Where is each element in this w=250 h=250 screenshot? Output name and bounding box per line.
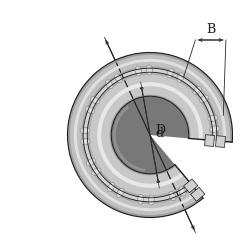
Polygon shape — [97, 82, 203, 188]
Bar — [184, 179, 198, 193]
Ellipse shape — [94, 100, 98, 102]
Ellipse shape — [95, 170, 99, 172]
Ellipse shape — [80, 128, 90, 134]
Ellipse shape — [137, 70, 140, 74]
Ellipse shape — [135, 66, 141, 76]
Ellipse shape — [202, 98, 205, 102]
Ellipse shape — [200, 95, 208, 103]
Ellipse shape — [180, 188, 184, 192]
Ellipse shape — [148, 70, 150, 73]
Bar — [216, 136, 226, 147]
Ellipse shape — [148, 195, 155, 205]
Ellipse shape — [178, 77, 182, 81]
Ellipse shape — [177, 73, 184, 82]
Ellipse shape — [119, 190, 122, 194]
Ellipse shape — [114, 74, 122, 83]
Ellipse shape — [208, 115, 218, 121]
Polygon shape — [87, 72, 213, 198]
Ellipse shape — [108, 84, 111, 87]
Polygon shape — [110, 95, 190, 175]
Ellipse shape — [89, 109, 93, 112]
Ellipse shape — [167, 68, 174, 78]
Ellipse shape — [90, 96, 100, 104]
Ellipse shape — [110, 184, 113, 188]
Ellipse shape — [179, 187, 186, 196]
Polygon shape — [81, 66, 219, 204]
Ellipse shape — [210, 126, 220, 132]
Polygon shape — [68, 52, 232, 218]
Ellipse shape — [170, 193, 173, 196]
Ellipse shape — [150, 196, 153, 200]
Polygon shape — [83, 68, 217, 202]
Ellipse shape — [139, 196, 142, 200]
Ellipse shape — [107, 182, 115, 192]
Ellipse shape — [84, 140, 88, 143]
Ellipse shape — [169, 191, 176, 201]
Polygon shape — [111, 96, 189, 174]
Ellipse shape — [212, 128, 216, 131]
Ellipse shape — [80, 138, 90, 145]
Ellipse shape — [195, 90, 198, 93]
Ellipse shape — [84, 129, 88, 132]
Bar — [191, 187, 205, 201]
Polygon shape — [74, 59, 226, 211]
Bar — [204, 135, 214, 146]
Ellipse shape — [106, 80, 113, 89]
Text: B: B — [206, 24, 215, 36]
Polygon shape — [68, 52, 232, 218]
Text: d: d — [156, 127, 164, 140]
Ellipse shape — [92, 168, 101, 175]
Text: D: D — [155, 124, 165, 137]
Ellipse shape — [117, 78, 120, 81]
Ellipse shape — [138, 194, 144, 204]
Ellipse shape — [193, 86, 202, 94]
Ellipse shape — [90, 160, 94, 163]
Ellipse shape — [210, 117, 214, 120]
Ellipse shape — [146, 65, 152, 75]
Ellipse shape — [116, 188, 124, 198]
Ellipse shape — [86, 158, 96, 166]
Polygon shape — [87, 72, 213, 198]
Ellipse shape — [168, 73, 171, 76]
Ellipse shape — [85, 106, 95, 114]
